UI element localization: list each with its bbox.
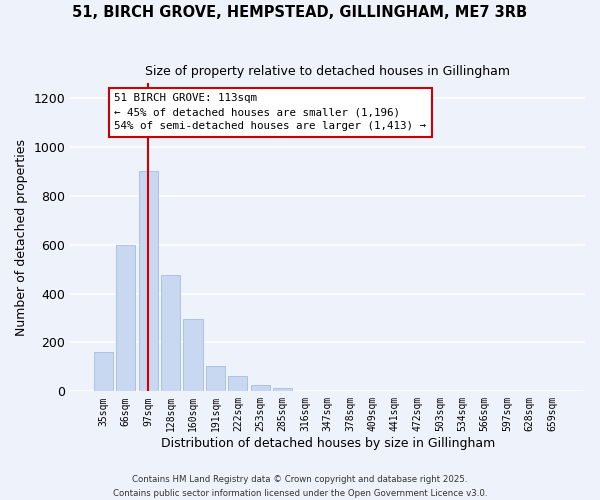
Bar [139,172,158,392]
Text: 51 BIRCH GROVE: 113sqm
← 45% of detached houses are smaller (1,196)
54% of semi-: 51 BIRCH GROVE: 113sqm ← 45% of detached… [115,93,427,131]
Bar [206,366,225,392]
Bar [161,275,180,392]
Bar [229,376,247,392]
Bar [273,388,292,392]
Y-axis label: Number of detached properties: Number of detached properties [15,139,28,336]
Bar [184,319,203,392]
Text: Contains HM Land Registry data © Crown copyright and database right 2025.
Contai: Contains HM Land Registry data © Crown c… [113,476,487,498]
Bar [94,352,113,392]
Title: Size of property relative to detached houses in Gillingham: Size of property relative to detached ho… [145,65,510,78]
X-axis label: Distribution of detached houses by size in Gillingham: Distribution of detached houses by size … [161,437,495,450]
Text: 51, BIRCH GROVE, HEMPSTEAD, GILLINGHAM, ME7 3RB: 51, BIRCH GROVE, HEMPSTEAD, GILLINGHAM, … [73,5,527,20]
Bar [116,244,135,392]
Bar [251,384,270,392]
